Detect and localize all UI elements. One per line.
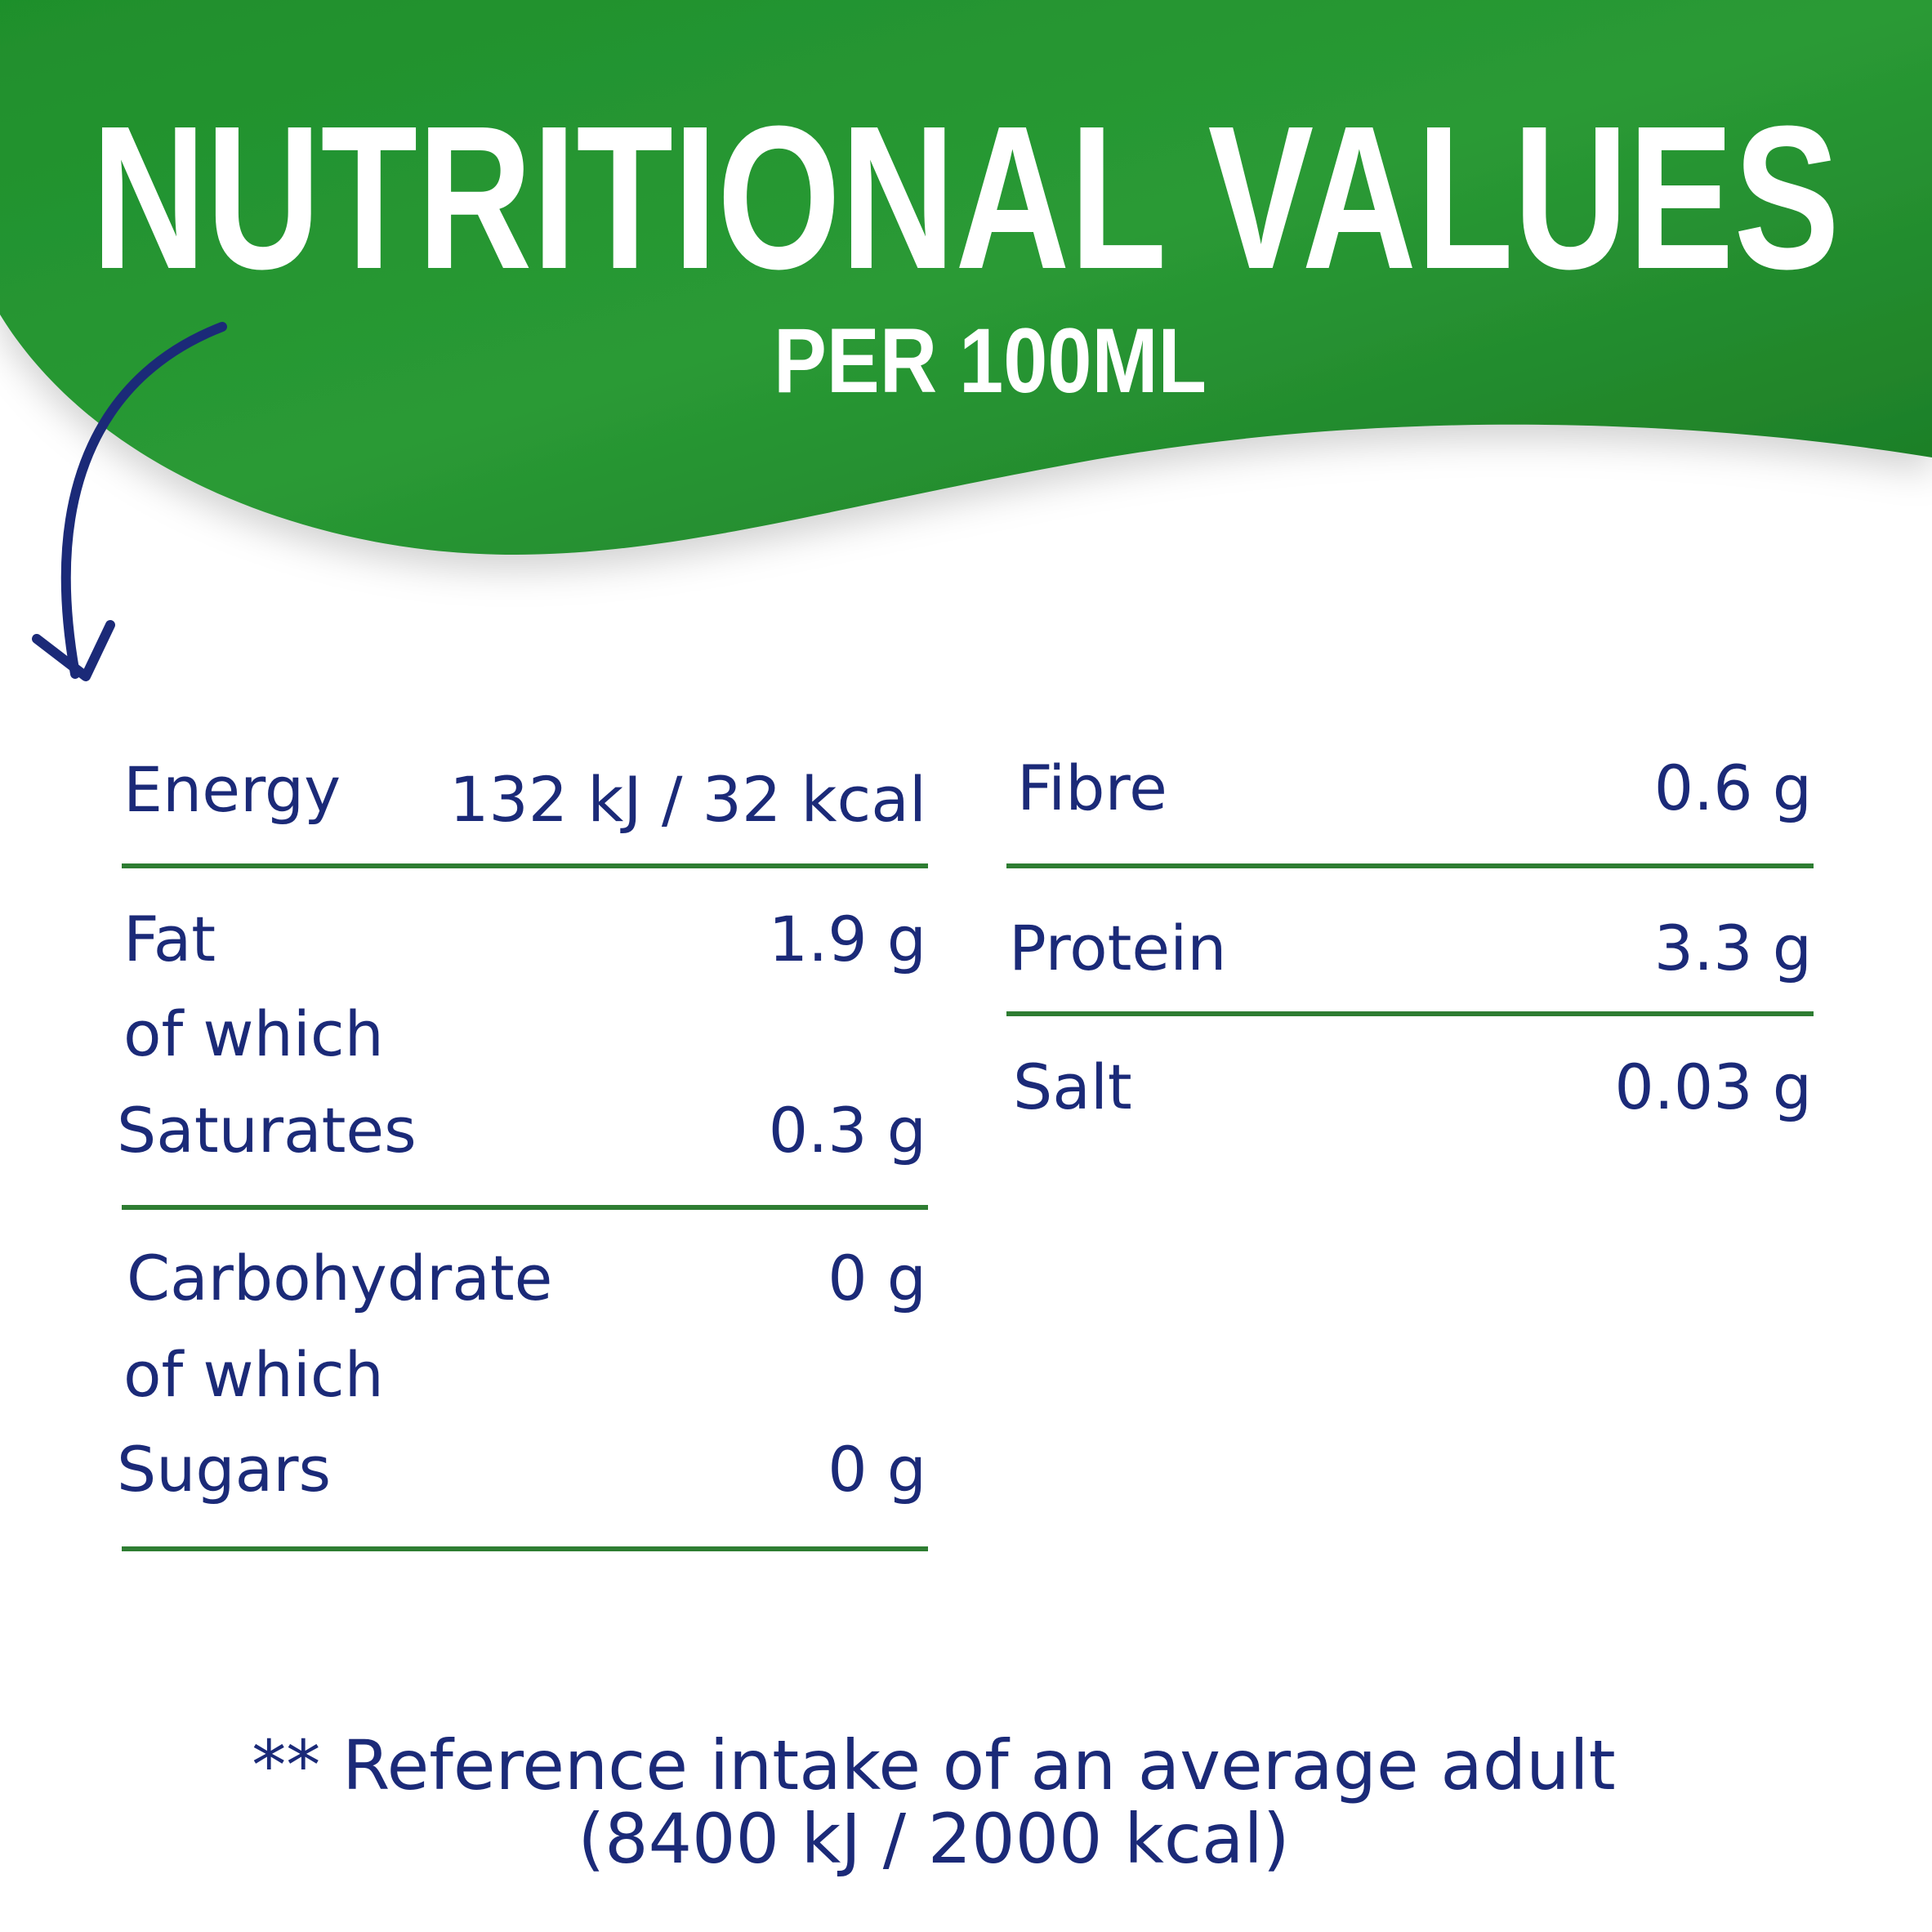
nutrient-value: 0.03 g: [1614, 1051, 1812, 1123]
nutrient-label: Salt: [1013, 1051, 1132, 1123]
nutrient-label: Fibre: [1017, 752, 1167, 824]
nutrient-value: 132 kJ / 32 kcal: [449, 763, 926, 836]
nutrient-value: 0 g: [828, 1433, 926, 1506]
footnote: ** Reference intake of an average adult: [252, 1725, 1615, 1805]
nutrient-label: Protein: [1009, 912, 1226, 984]
nutrient-label: Fat: [123, 903, 216, 975]
footnote: (8400 kJ / 2000 kcal): [578, 1799, 1289, 1879]
nutrient-label: Energy: [123, 753, 341, 826]
nutrient-value: 0.3 g: [769, 1094, 926, 1167]
green-banner: [0, 0, 1932, 556]
nutrient-value: 1.9 g: [769, 903, 926, 975]
nutrient-value: 0.6 g: [1654, 752, 1812, 824]
sub-label: of which: [123, 1338, 384, 1411]
nutrient-label: Saturates: [117, 1094, 417, 1167]
sub-label: of which: [123, 997, 384, 1070]
title: NUTRITIONAL VALUES: [91, 83, 1840, 311]
nutrient-label: Carbohydrate: [127, 1242, 552, 1314]
nutrient-value: 0 g: [828, 1242, 926, 1314]
subtitle: PER 100ML: [774, 310, 1207, 412]
nutrient-value: 3.3 g: [1654, 912, 1812, 984]
arrow: [32, 322, 227, 681]
nutrient-label: Sugars: [117, 1433, 331, 1506]
